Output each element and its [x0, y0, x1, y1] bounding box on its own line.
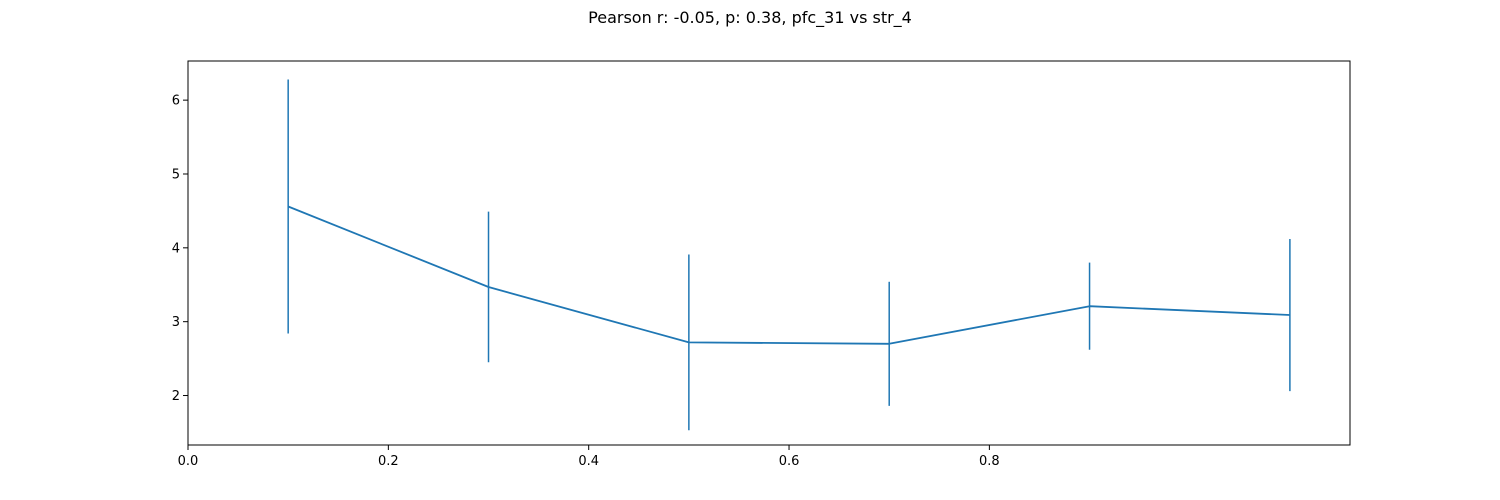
y-tick-label: 3: [172, 315, 180, 330]
x-tick-label: 0.2: [378, 454, 399, 469]
y-tick-label: 6: [172, 94, 180, 109]
y-tick-label: 4: [172, 241, 180, 256]
x-tick-label: 0.6: [779, 454, 800, 469]
chart-title: Pearson r: -0.05, p: 0.38, pfc_31 vs str…: [588, 8, 912, 28]
y-tick-label: 5: [172, 167, 180, 182]
series-line: [287, 205, 1290, 345]
y-tick-label: 2: [172, 389, 180, 404]
x-tick-label: 0.0: [178, 454, 199, 469]
plot-area-frame: [187, 60, 1351, 446]
x-tick-label: 0.8: [979, 454, 1000, 469]
x-tick-label: 0.4: [578, 454, 599, 469]
